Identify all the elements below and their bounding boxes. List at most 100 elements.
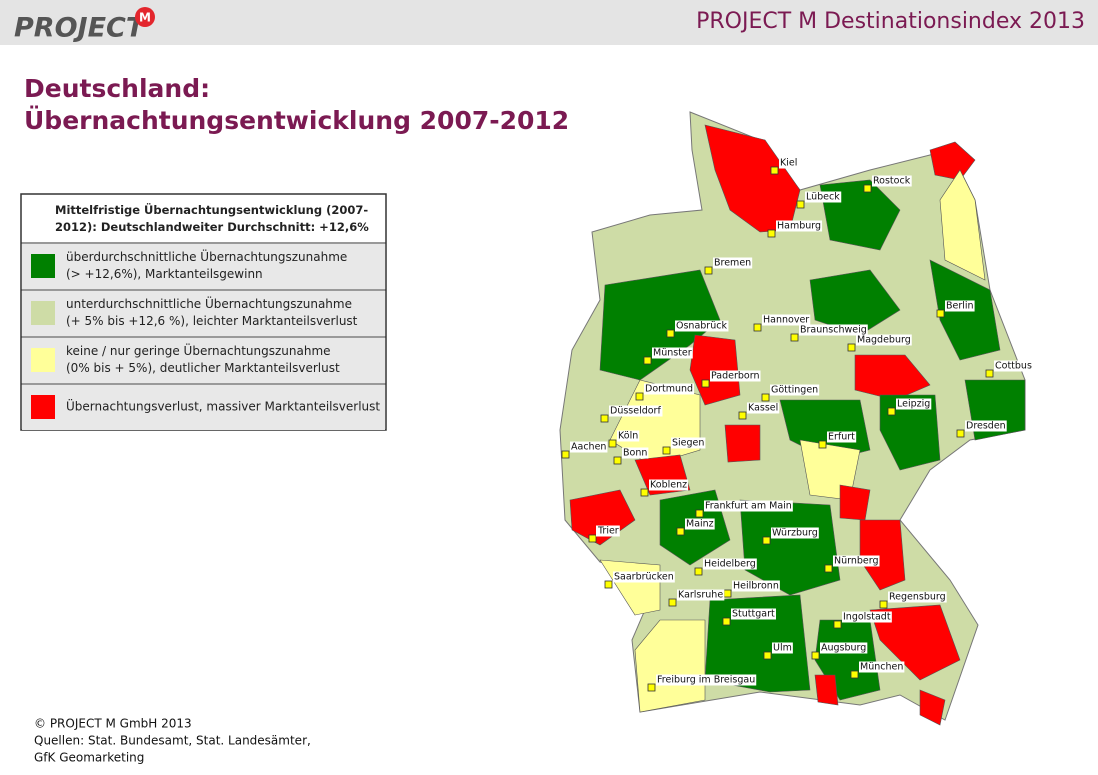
city-label: Saarbrücken [614,572,674,583]
city-label-bg [833,555,880,567]
legend: Mittelfristige Übernachtungsentwicklung … [20,193,387,431]
city-label-bg [609,405,663,417]
city-marker [600,414,609,423]
city-label: Leipzig [897,399,930,410]
city-label-bg [779,157,799,169]
city-label-bg [805,191,842,203]
city-label-bg [772,642,793,654]
city-label: Aachen [571,442,606,453]
heading: Deutschland: [24,74,210,103]
city-marker [723,589,732,598]
city-label-bg [747,402,780,414]
city-label-bg [776,220,823,232]
city-marker [608,439,617,448]
city-marker [561,450,570,459]
city-label: Cottbus [995,361,1032,372]
city-label: Magdeburg [857,335,911,346]
city-label: Regensburg [889,592,946,603]
city-label: Koblenz [650,480,687,491]
city-label-bg [596,525,620,537]
city-marker [676,527,685,536]
city-marker [985,369,994,378]
city-label-bg [799,324,868,336]
city-label: Dortmund [645,384,693,395]
city-marker [635,392,644,401]
city-marker [647,683,656,692]
legend-label: (+ 5% bis +12,6 %), leichter Marktanteil… [66,314,358,328]
city-marker [956,429,965,438]
city-marker [850,670,859,679]
legend-fill [22,244,385,289]
city-label: Erfurt [828,432,855,443]
city-label: Bremen [714,258,751,269]
logo-circle [135,7,155,27]
city-marker [704,266,713,275]
city-label-bg [703,558,757,570]
legend-swatch [31,348,55,372]
legend-fill [22,338,385,383]
city-label-bg [770,384,820,396]
city-label-bg [677,589,725,601]
city-label-bg [965,420,1007,432]
city-marker [818,440,827,449]
city-marker [738,411,747,420]
city-marker [694,567,703,576]
city-label: Kassel [748,403,778,414]
city-label: Freiburg im Breisgau [657,675,755,686]
city-label-bg [675,320,729,332]
city-marker [847,343,856,352]
city-label: Lübeck [806,192,840,203]
city-label-bg [732,580,780,592]
city-marker [887,407,896,416]
city-label-bg [704,500,793,512]
city-marker [936,309,945,318]
map: Kiel Rostock Lübeck Hamburg Bremen Berlin Hann… [559,111,1033,726]
logo-mark: M [139,11,151,25]
city-marker [796,200,805,209]
city-label-bg [656,674,757,686]
city-marker [701,379,710,388]
city-label: Siegen [672,438,704,449]
city-label-bg [617,430,640,442]
legend-label: unterdurchschnittliche Übernachtungszuna… [66,295,352,311]
legend-title: Mittelfristige Übernachtungsentwicklung … [55,202,369,234]
city-label: Mainz [686,519,714,530]
city-label: Hannover [763,315,809,326]
city-label-bg [710,370,761,382]
city-label-bg [649,479,689,491]
city-marker [668,598,677,607]
city-label: Hamburg [777,221,821,232]
footer: © PROJECT M GmbH 2013 [34,717,192,731]
city-label-bg [896,398,932,410]
city-marker [643,356,652,365]
city-marker [863,184,872,193]
legend-fill [22,291,385,336]
city-label-bg [820,642,868,654]
city-label: Ingolstadt [843,612,891,623]
city-label-bg [771,527,819,539]
city-label-bg [762,314,811,326]
legend-label: (0% bis + 5%), deutlicher Marktanteilsve… [66,361,340,375]
city-marker [666,329,675,338]
city-label: Düsseldorf [610,406,661,417]
city-label: Göttingen [771,385,818,396]
city-marker [604,580,613,589]
city-marker [811,651,820,660]
city-marker [767,229,776,238]
city-marker [762,536,771,545]
city-label: Würzburg [772,528,818,539]
city-label: Berlin [946,301,974,312]
city-label-bg [856,334,912,346]
city-label: Nürnberg [834,556,879,567]
city-label-bg [622,447,649,459]
legend-label: Übernachtungsverlust, massiver Marktante… [66,398,380,414]
city-label: Münster [653,348,692,359]
footer: GfK Geomarketing [34,751,144,765]
city-marker [753,323,762,332]
city-label-bg [842,611,892,623]
city-marker [761,393,770,402]
city-label-bg [872,175,912,187]
city-marker [770,166,779,175]
